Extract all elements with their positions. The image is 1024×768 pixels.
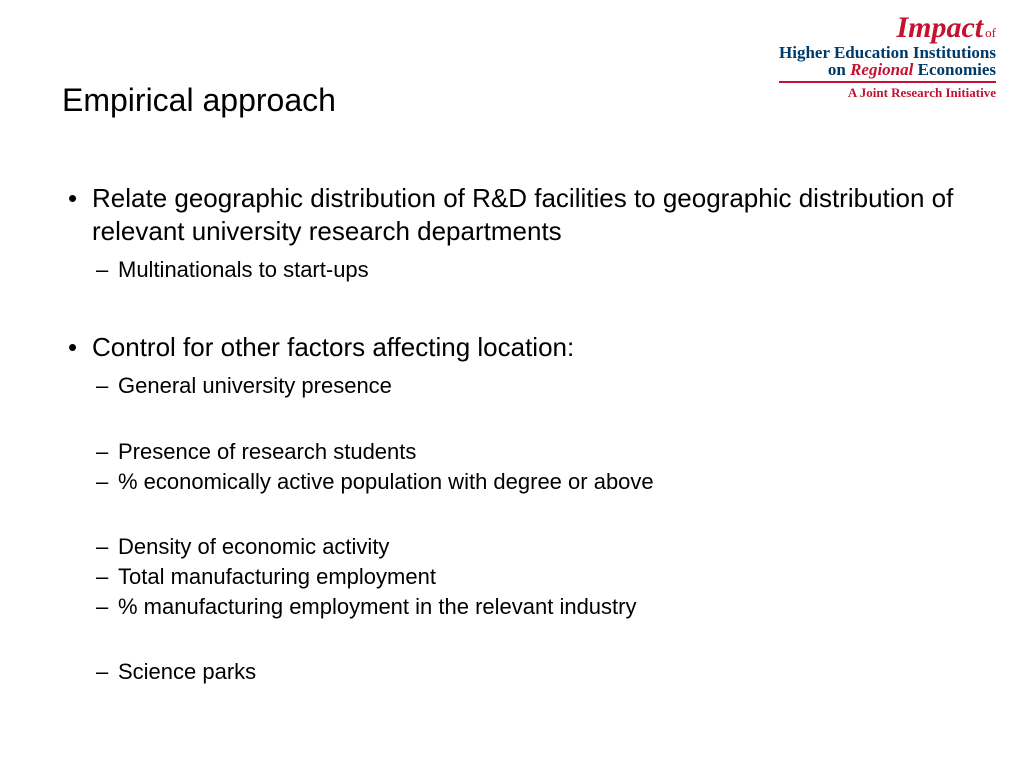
bullet-1: Relate geographic distribution of R&D fa… <box>62 182 964 285</box>
logo-of: of <box>985 25 996 40</box>
slide-content: Relate geographic distribution of R&D fa… <box>62 182 964 687</box>
bullet-2-text: Control for other factors affecting loca… <box>92 332 574 362</box>
logo-economies: Economies <box>918 60 996 79</box>
logo-divider <box>779 81 996 83</box>
logo-impact: Impact <box>896 11 983 44</box>
logo-line4: A Joint Research Initiative <box>779 86 996 100</box>
logo-line1: Impactof <box>779 12 996 44</box>
sub-2-3: % economically active population with de… <box>92 467 964 497</box>
logo-line3: on Regional Economies <box>779 61 996 79</box>
logo-regional: Regional <box>850 60 913 79</box>
logo-on: on <box>828 60 846 79</box>
sub-2-6: % manufacturing employment in the releva… <box>92 592 964 622</box>
bullet-1-text: Relate geographic distribution of R&D fa… <box>92 183 953 246</box>
sub-1-1: Multinationals to start-ups <box>92 255 964 285</box>
bullet-2: Control for other factors affecting loca… <box>62 331 964 687</box>
logo-line2: Higher Education Institutions <box>779 44 996 62</box>
sub-2-1: General university presence <box>92 371 964 401</box>
sub-2-5: Total manufacturing employment <box>92 562 964 592</box>
sub-2-7: Science parks <box>92 657 964 687</box>
slide-title: Empirical approach <box>62 82 336 119</box>
sub-2-2: Presence of research students <box>92 437 964 467</box>
sub-2-4: Density of economic activity <box>92 532 964 562</box>
logo-block: Impactof Higher Education Institutions o… <box>779 12 996 100</box>
